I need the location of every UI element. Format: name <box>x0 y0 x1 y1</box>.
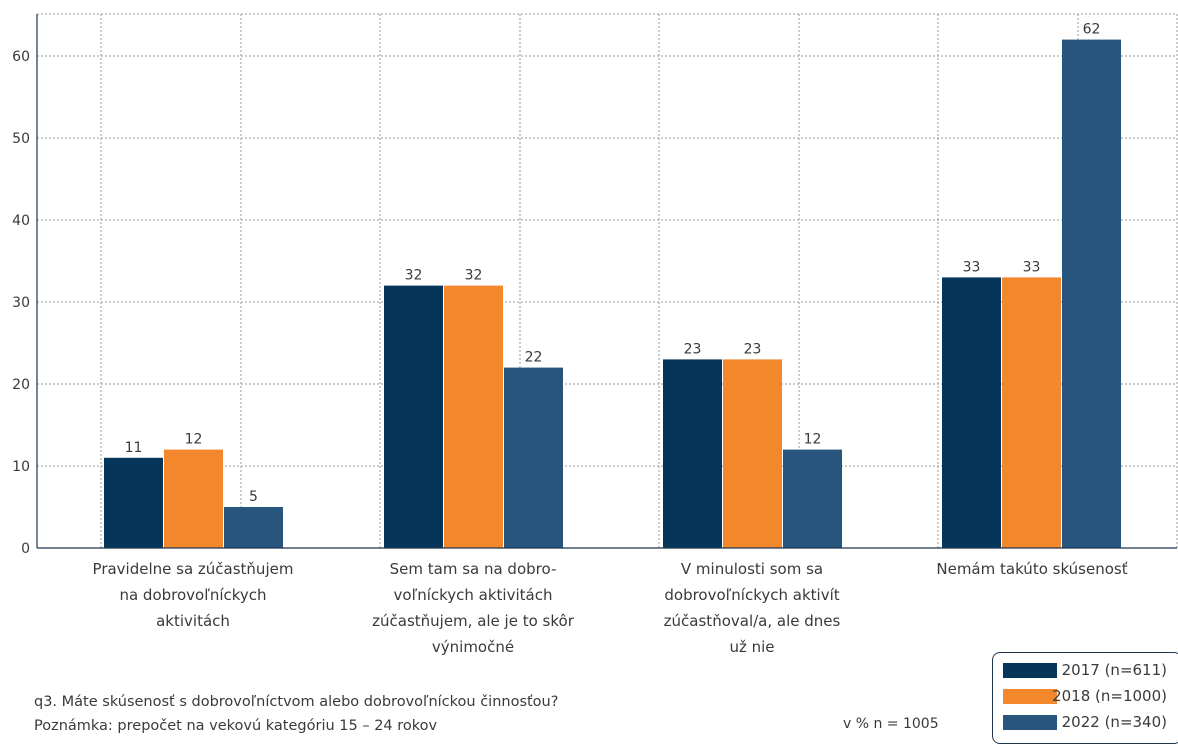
legend-swatch-2018 <box>1003 689 1057 704</box>
note-text: Poznámka: prepočet na vekovú kategóriu 1… <box>34 718 438 734</box>
category-label-line: voľníckych aktivitách <box>394 586 553 604</box>
legend: 2017 (n=611) 2018 (n=1000) 2022 (n=340) <box>992 652 1178 744</box>
category-label-line: Sem tam sa na dobro- <box>390 560 557 578</box>
data-label-2018-cat2: 32 <box>465 268 483 284</box>
bar-2018-cat1 <box>164 449 223 548</box>
y-tick-label-20: 20 <box>12 377 30 393</box>
category-label-line: zúčastňoval/a, ale dnes <box>664 612 841 630</box>
data-label-2017-cat3: 23 <box>684 341 702 357</box>
legend-item-2018: 2018 (n=1000) <box>1003 687 1178 707</box>
legend-label-2018: 2018 (n=1000) <box>1052 687 1167 705</box>
data-label-2022-cat2: 22 <box>525 350 543 366</box>
bar-2017-cat2 <box>384 285 443 548</box>
bar-2017-cat3 <box>663 359 722 548</box>
sample-basis-text: v % n = 1005 <box>843 716 939 732</box>
category-label-line: na dobrovoľníckych <box>119 586 266 604</box>
category-label-4: Nemám takúto skúsenosť <box>936 560 1127 578</box>
category-label-line: Pravidelne sa zúčastňujem <box>93 560 294 578</box>
y-tick-label-0: 0 <box>21 541 30 557</box>
bar-2017-cat4 <box>942 277 1001 548</box>
data-label-2017-cat4: 33 <box>963 259 981 275</box>
data-label-2022-cat3: 12 <box>804 432 822 448</box>
y-tick-label-60: 60 <box>12 49 30 65</box>
bar-2022-cat3 <box>783 449 842 548</box>
data-label-2018-cat3: 23 <box>744 341 762 357</box>
legend-item-2017: 2017 (n=611) <box>1003 661 1178 681</box>
bar-2022-cat1 <box>224 507 283 548</box>
category-label-3: V minulosti som sa dobrovoľníckych aktiví… <box>664 560 841 656</box>
bar-2018-cat4 <box>1002 277 1061 548</box>
y-tick-label-30: 30 <box>12 295 30 311</box>
data-label-2017-cat1: 11 <box>125 440 143 456</box>
bar-2022-cat2 <box>504 367 563 548</box>
category-label-line: zúčastňujem, ale je to skôr <box>372 612 575 630</box>
bar-2018-cat2 <box>444 285 503 548</box>
category-label-2: Sem tam sa na dobro-voľníckych aktivitác… <box>372 560 575 656</box>
bar-2022-cat4 <box>1062 39 1121 548</box>
bar-2018-cat3 <box>723 359 782 548</box>
category-label-line: Nemám takúto skúsenosť <box>936 560 1127 578</box>
legend-swatch-2022 <box>1003 715 1057 730</box>
category-label-line: výnimočné <box>432 638 514 656</box>
legend-swatch-2017 <box>1003 663 1057 678</box>
y-tick-label-10: 10 <box>12 459 30 475</box>
data-label-2018-cat4: 33 <box>1023 259 1041 275</box>
bar-2017-cat1 <box>104 457 163 548</box>
legend-label-2022: 2022 (n=340) <box>1061 713 1167 731</box>
legend-item-2022: 2022 (n=340) <box>1003 713 1178 733</box>
category-label-line: V minulosti som sa <box>681 560 823 578</box>
category-label-line: aktivitách <box>156 612 230 630</box>
data-label-2022-cat4: 62 <box>1083 22 1101 38</box>
category-label-1: Pravidelne sa zúčastňujem na dobrovoľníck… <box>93 560 294 630</box>
data-label-2017-cat2: 32 <box>405 268 423 284</box>
y-tick-label-40: 40 <box>12 213 30 229</box>
category-label-line: dobrovoľníckych aktivít <box>664 586 839 604</box>
data-label-2018-cat1: 12 <box>185 432 203 448</box>
question-text: q3. Máte skúsenosť s dobrovoľníctvom ale… <box>34 694 559 710</box>
legend-label-2017: 2017 (n=611) <box>1061 661 1167 679</box>
data-label-2022-cat1: 5 <box>249 489 258 505</box>
y-tick-label-50: 50 <box>12 131 30 147</box>
category-label-line: už nie <box>729 638 774 656</box>
